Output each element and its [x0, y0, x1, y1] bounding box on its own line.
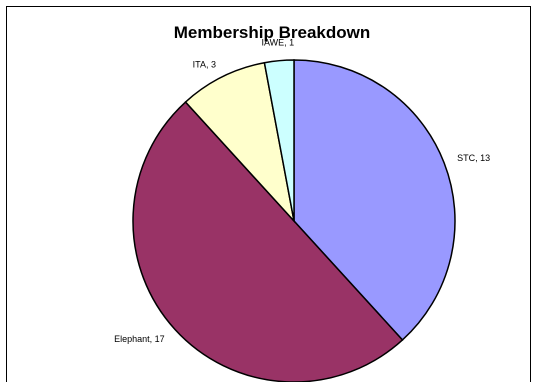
slice-label-stc: STC, 13: [457, 153, 490, 163]
slice-label-elephant: Elephant, 17: [114, 334, 165, 344]
slice-label-ita: ITA, 3: [193, 59, 216, 69]
pie-slice-iawe: [263, 59, 295, 222]
pie-slices: [132, 59, 456, 382]
pie-slice-stc: [293, 59, 456, 342]
chart-title: Membership Breakdown: [174, 23, 371, 42]
pie-labels: STC, 13 Elephant, 17 ITA, 3 IAWE, 1: [114, 38, 490, 344]
slice-label-iawe: IAWE, 1: [262, 38, 295, 48]
pie-slice-elephant: [132, 100, 404, 382]
pie-slice-ita: [184, 61, 296, 224]
